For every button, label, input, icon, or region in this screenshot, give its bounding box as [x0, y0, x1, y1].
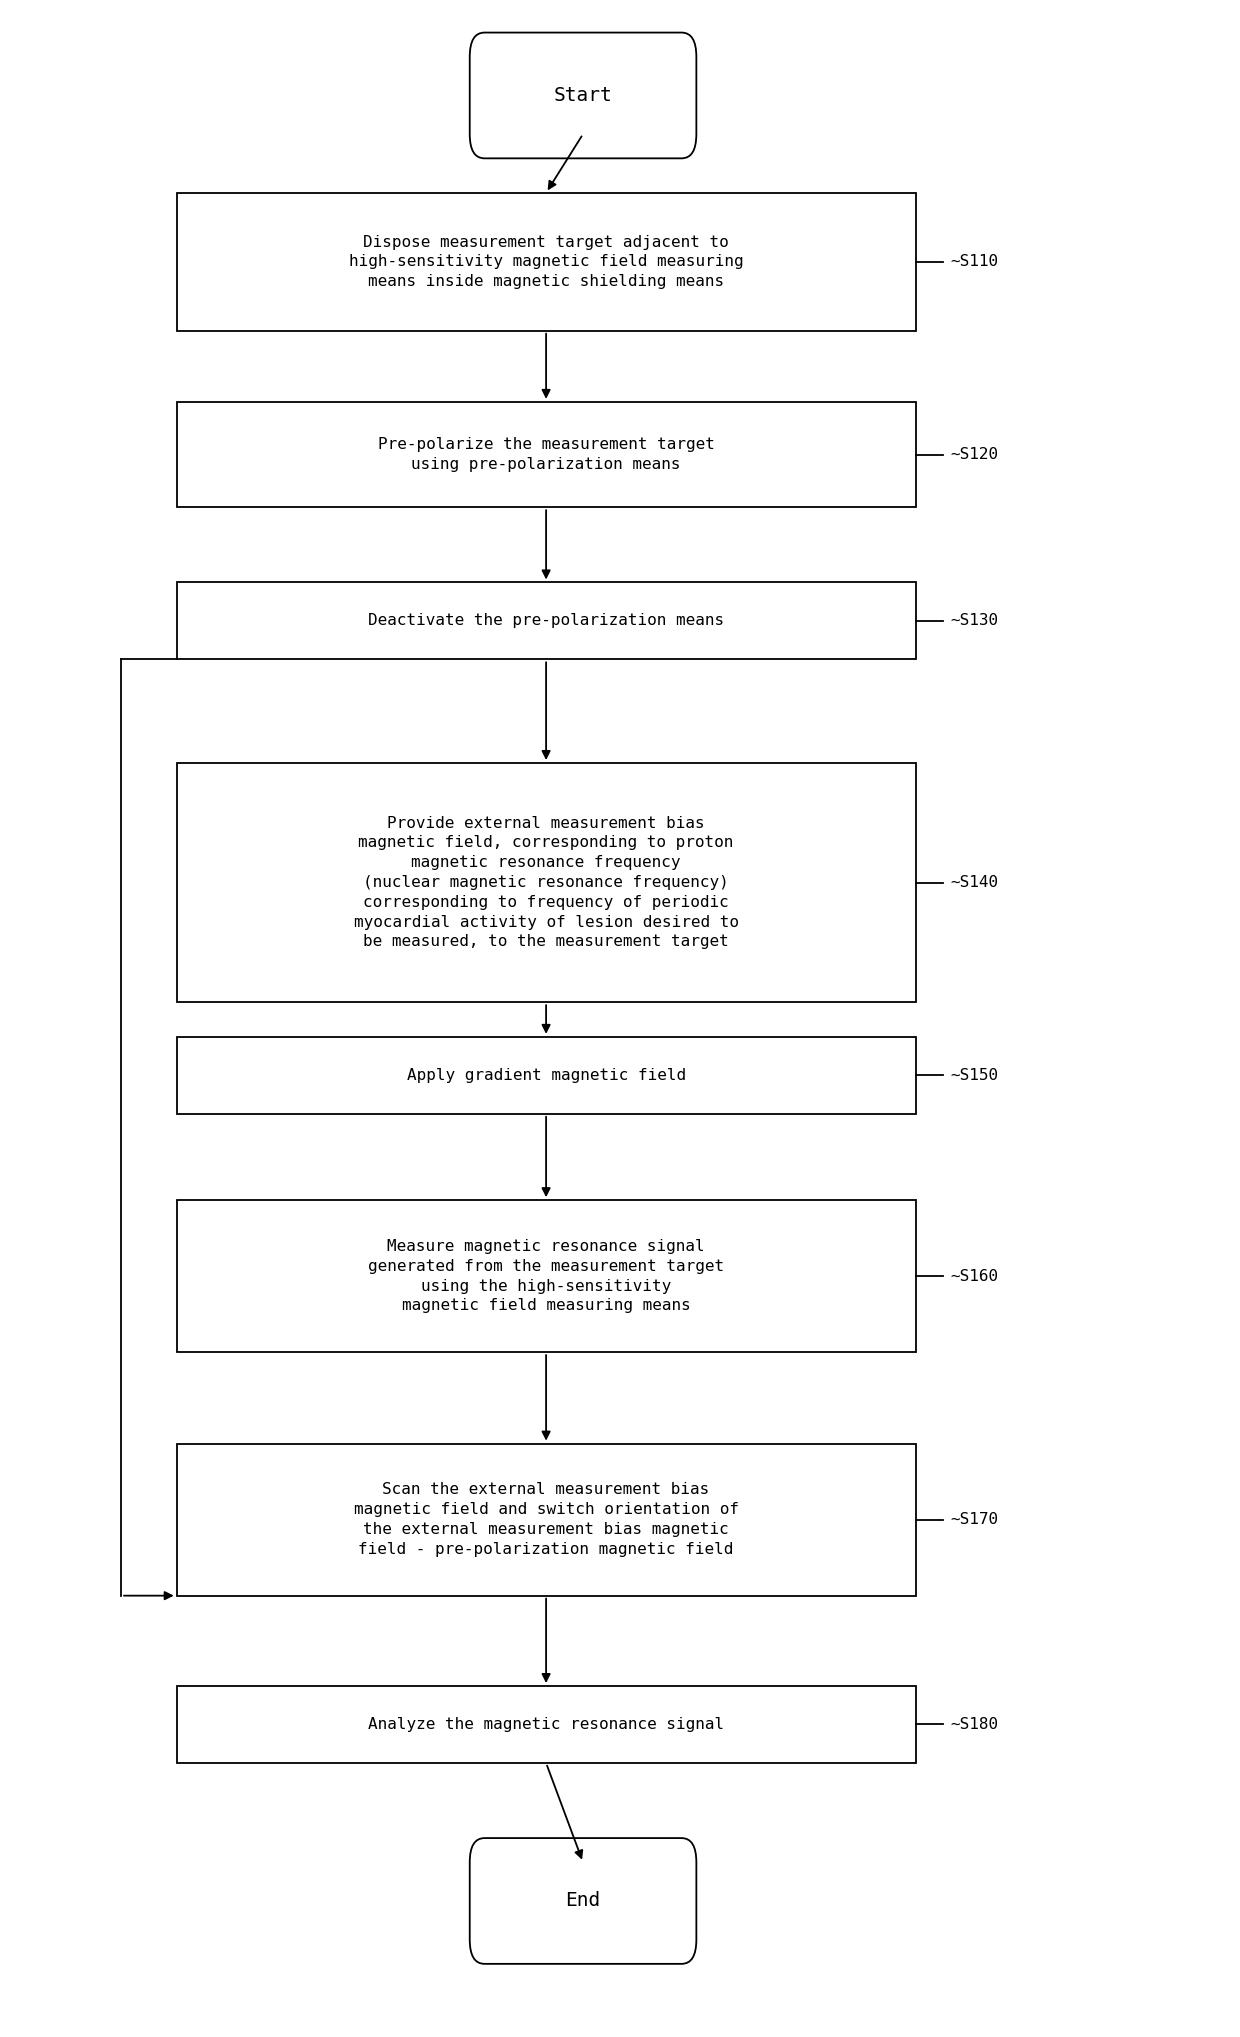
Text: Deactivate the pre-polarization means: Deactivate the pre-polarization means	[368, 613, 724, 627]
Bar	[176, 401, 915, 507]
Text: ~S120: ~S120	[950, 446, 998, 462]
Text: Start: Start	[554, 86, 613, 106]
Text: ~S180: ~S180	[950, 1717, 998, 1731]
Bar	[176, 764, 915, 1002]
Bar	[176, 583, 915, 660]
Text: ~S130: ~S130	[950, 613, 998, 627]
Text: Apply gradient magnetic field: Apply gradient magnetic field	[407, 1067, 686, 1084]
Bar	[176, 1037, 915, 1114]
Bar	[176, 194, 915, 330]
Text: ~S160: ~S160	[950, 1269, 998, 1283]
Text: ~S110: ~S110	[950, 255, 998, 269]
Text: ~S140: ~S140	[950, 876, 998, 890]
Text: Provide external measurement bias
magnetic field, corresponding to proton
magnet: Provide external measurement bias magnet…	[353, 815, 739, 949]
Text: Measure magnetic resonance signal
generated from the measurement target
using th: Measure magnetic resonance signal genera…	[368, 1238, 724, 1314]
Text: Pre-polarize the measurement target
using pre-polarization means: Pre-polarize the measurement target usin…	[378, 438, 714, 473]
Text: Dispose measurement target adjacent to
high-sensitivity magnetic field measuring: Dispose measurement target adjacent to h…	[348, 234, 744, 289]
Text: ~S170: ~S170	[950, 1511, 998, 1528]
Bar	[176, 1687, 915, 1762]
Text: Scan the external measurement bias
magnetic field and switch orientation of
the : Scan the external measurement bias magne…	[353, 1483, 739, 1556]
Text: End: End	[565, 1892, 600, 1911]
FancyBboxPatch shape	[470, 33, 697, 159]
Bar	[176, 1200, 915, 1353]
Text: ~S150: ~S150	[950, 1067, 998, 1084]
Text: Analyze the magnetic resonance signal: Analyze the magnetic resonance signal	[368, 1717, 724, 1731]
Bar	[176, 1444, 915, 1595]
FancyBboxPatch shape	[470, 1837, 697, 1964]
